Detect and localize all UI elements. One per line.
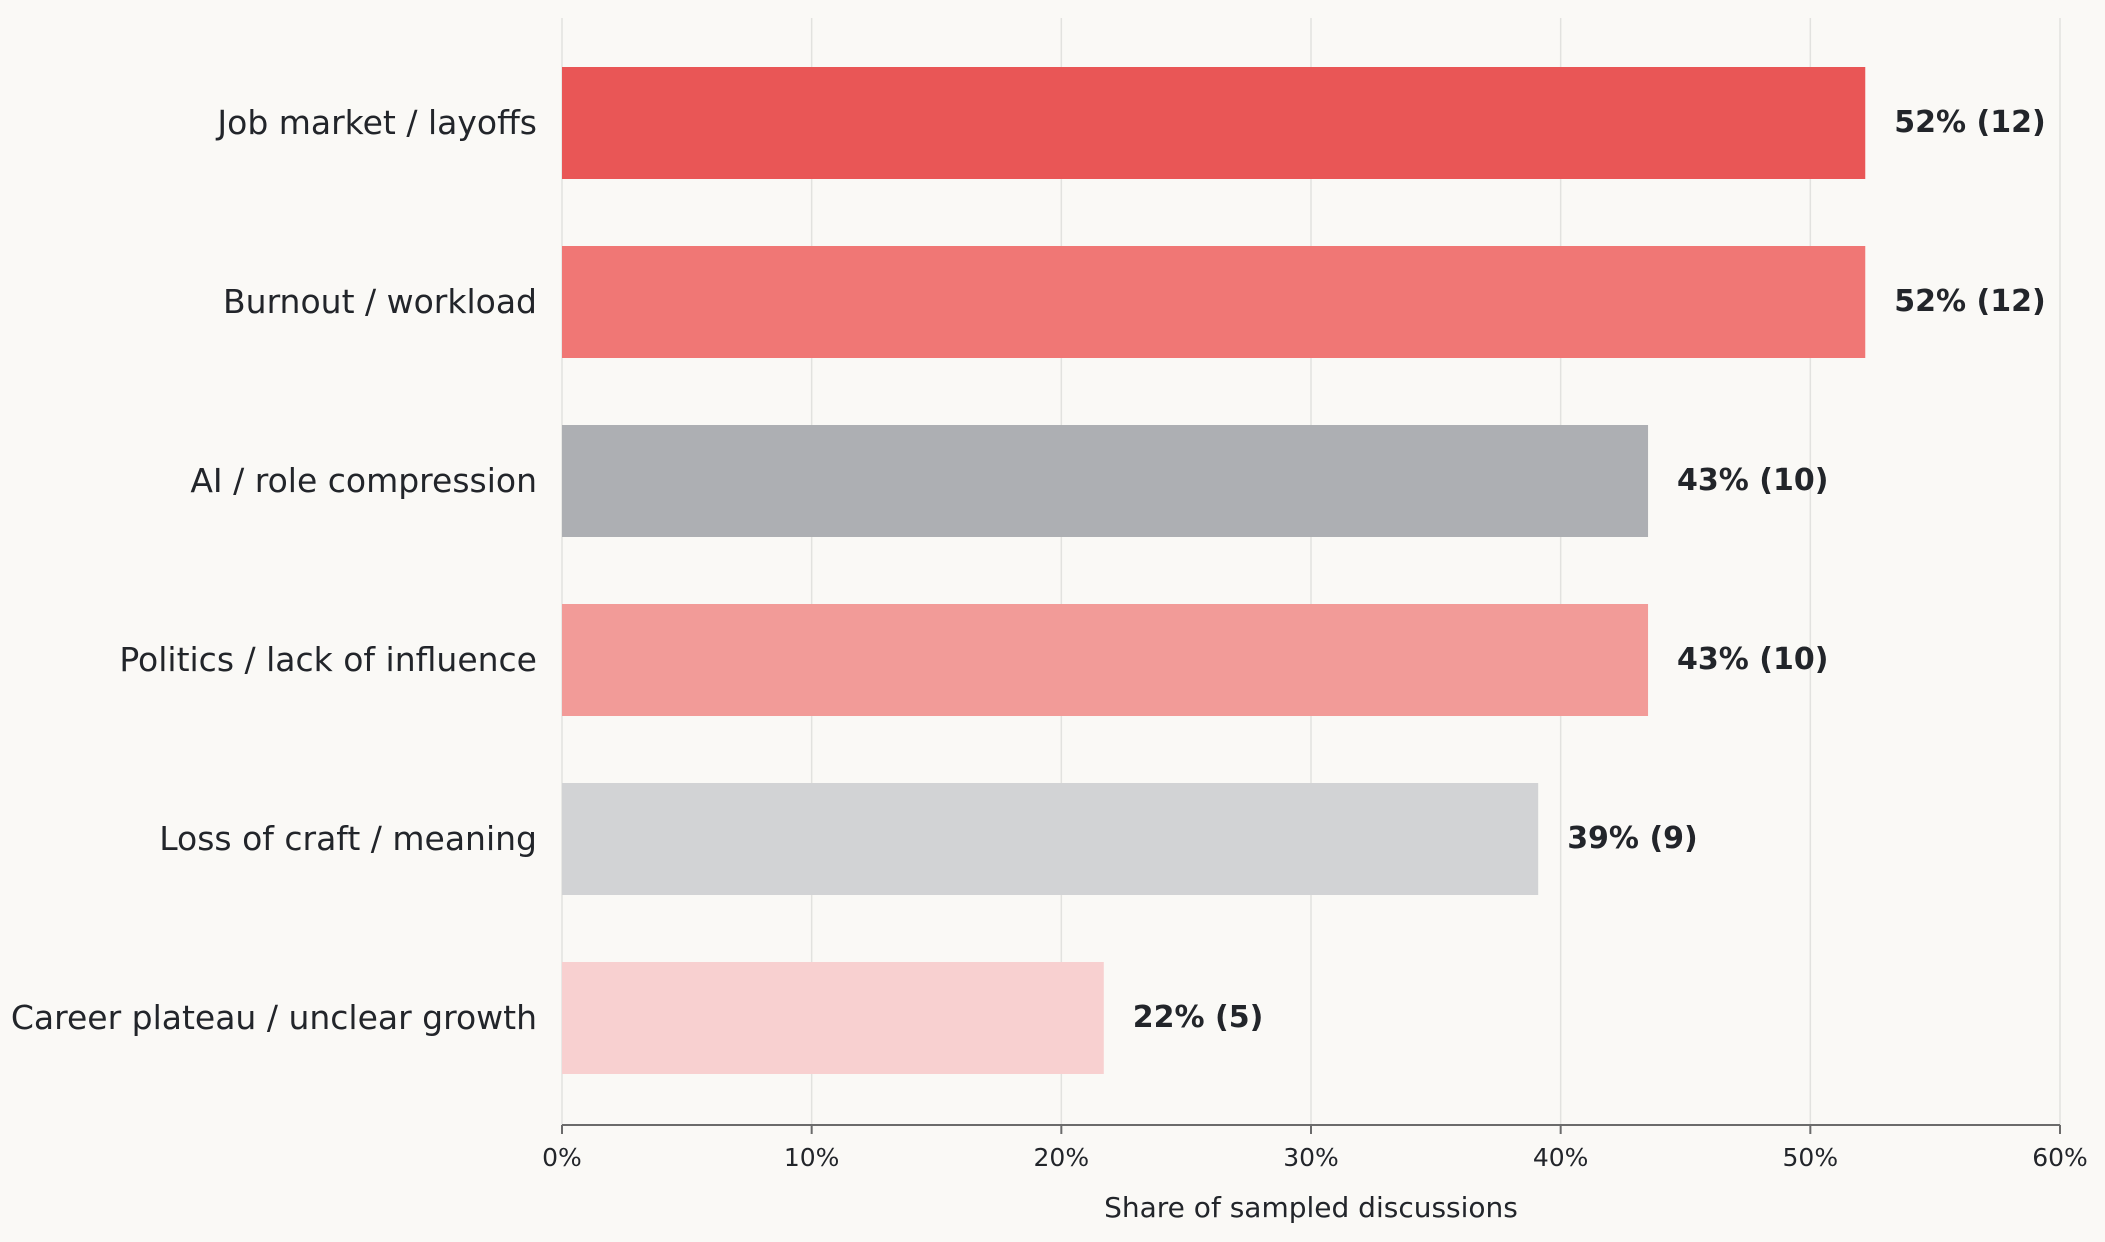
x-axis-title: Share of sampled discussions: [1104, 1191, 1518, 1224]
value-labels: 52% (12) 52% (12) 43% (10) 43% (10) 39% (9) 2…: [1133, 105, 2046, 1035]
bar: [562, 783, 1539, 895]
bars: [562, 67, 1866, 1074]
x-tick-label: 60%: [2032, 1143, 2088, 1172]
category-label: AI / role compression: [190, 461, 537, 500]
category-labels: Job market / layoffs Burnout / workload AI…: [11, 103, 537, 1037]
x-axis: 0% 10% 20% 30% 40% 50% 60%: [542, 1124, 2088, 1172]
value-label: 52% (12): [1894, 284, 2045, 319]
bar: [562, 425, 1649, 537]
bar: [562, 604, 1649, 716]
bar: [562, 67, 1866, 179]
category-label: Burnout / workload: [223, 282, 537, 321]
x-tick-label: 30%: [1283, 1143, 1339, 1172]
x-tick-label: 50%: [1783, 1143, 1839, 1172]
bar: [562, 246, 1866, 358]
value-label: 39% (9): [1567, 821, 1698, 856]
category-label: Loss of craft / meaning: [159, 819, 537, 858]
x-tick-label: 0%: [542, 1143, 582, 1172]
value-label: 43% (10): [1677, 463, 1828, 498]
x-tick-label: 10%: [784, 1143, 840, 1172]
grid-lines: [561, 18, 2061, 1125]
value-label: 43% (10): [1677, 642, 1828, 677]
value-label: 52% (12): [1894, 105, 2045, 140]
bar: [562, 962, 1104, 1074]
category-label: Job market / layoffs: [215, 103, 537, 142]
x-tick-label: 40%: [1533, 1143, 1589, 1172]
category-label: Politics / lack of influence: [119, 640, 537, 679]
value-label: 22% (5): [1133, 1000, 1264, 1035]
x-tick-label: 20%: [1034, 1143, 1090, 1172]
category-label: Career plateau / unclear growth: [11, 998, 537, 1037]
